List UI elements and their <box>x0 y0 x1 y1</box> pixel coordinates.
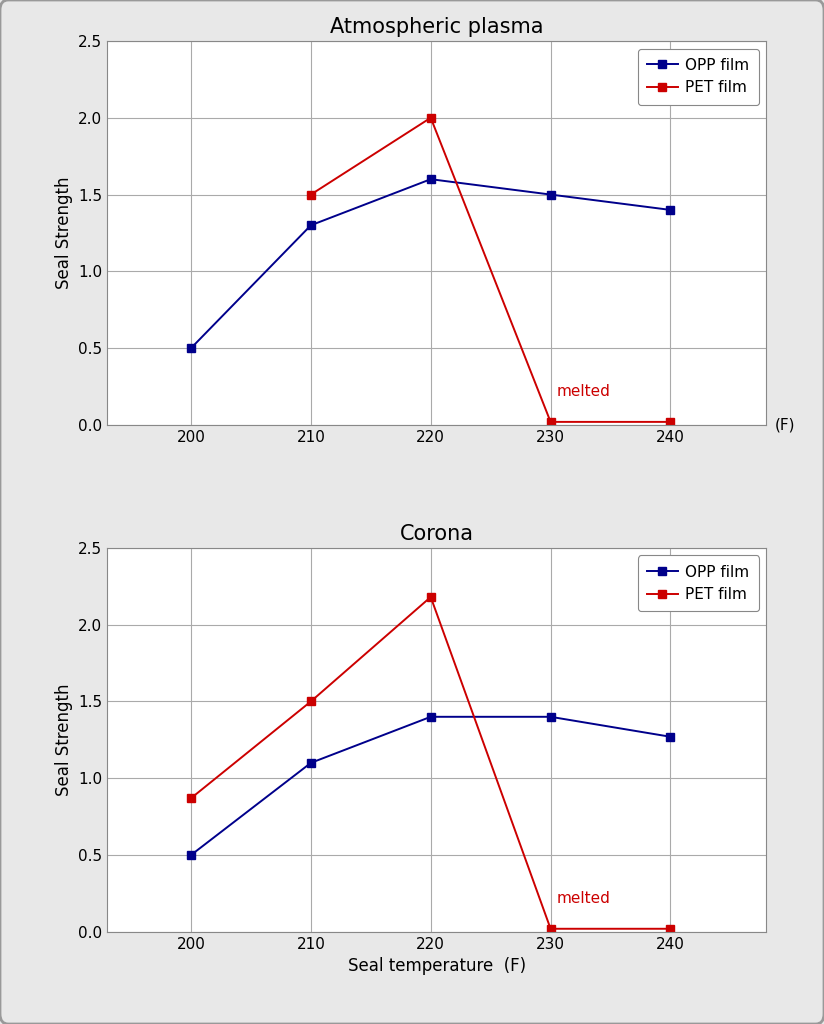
PET film <box>306 188 316 201</box>
OPP film <box>666 731 676 743</box>
Y-axis label: Seal Strength: Seal Strength <box>54 684 73 796</box>
PET film <box>306 695 316 708</box>
Line: OPP film: OPP film <box>187 175 675 352</box>
X-axis label: Seal temperature  (F): Seal temperature (F) <box>348 957 526 975</box>
PET film <box>545 923 555 935</box>
Line: OPP film: OPP film <box>187 713 675 859</box>
Legend: OPP film, PET film: OPP film, PET film <box>638 48 759 104</box>
OPP film <box>306 219 316 231</box>
PET film <box>666 923 676 935</box>
PET film <box>186 793 196 805</box>
PET film <box>426 591 436 603</box>
OPP film <box>186 342 196 354</box>
OPP film <box>545 711 555 723</box>
Legend: OPP film, PET film: OPP film, PET film <box>638 555 759 611</box>
OPP film <box>306 757 316 769</box>
PET film <box>426 112 436 124</box>
OPP film <box>666 204 676 216</box>
Text: melted: melted <box>556 384 611 399</box>
OPP film <box>545 188 555 201</box>
PET film <box>545 416 555 428</box>
Text: (F): (F) <box>775 418 795 432</box>
Title: Atmospheric plasma: Atmospheric plasma <box>330 16 544 37</box>
Text: melted: melted <box>556 891 611 906</box>
Line: PET film: PET film <box>307 114 675 426</box>
OPP film <box>186 849 196 861</box>
Line: PET film: PET film <box>187 593 675 933</box>
PET film <box>666 416 676 428</box>
Y-axis label: Seal Strength: Seal Strength <box>54 177 73 289</box>
OPP film <box>426 173 436 185</box>
OPP film <box>426 711 436 723</box>
Title: Corona: Corona <box>400 523 474 544</box>
